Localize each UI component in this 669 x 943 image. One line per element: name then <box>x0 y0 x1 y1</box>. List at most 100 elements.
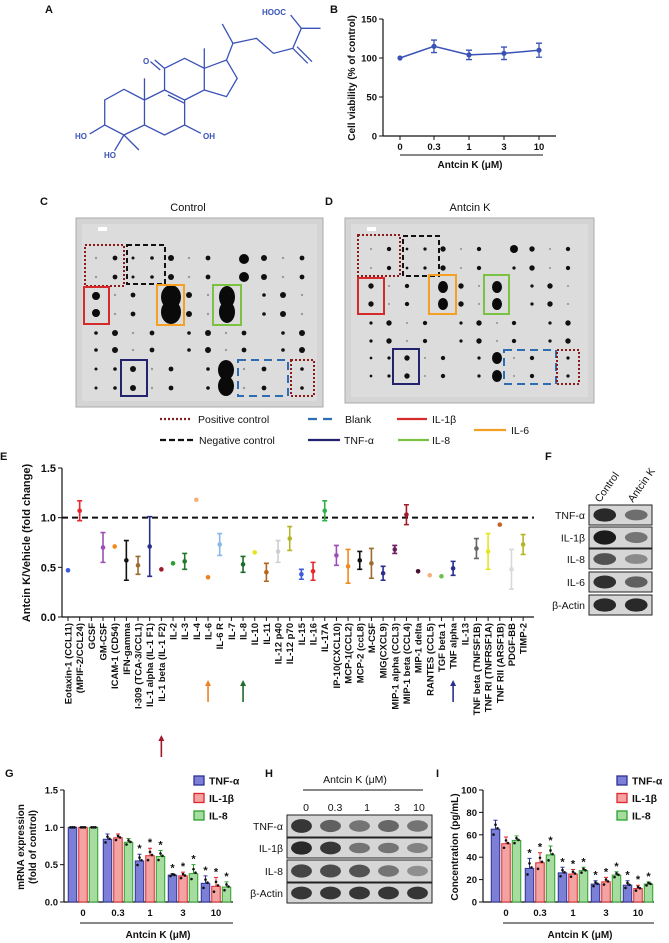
x-tick-label: 10 <box>534 142 545 153</box>
array-spot <box>548 247 552 251</box>
array-spot <box>495 339 499 343</box>
bar <box>557 872 568 903</box>
x-tick-label: 1 <box>570 908 576 919</box>
bar <box>78 826 88 903</box>
data-point <box>392 547 398 552</box>
legend-label: IL-1β <box>209 793 235 805</box>
array-spot <box>150 367 154 371</box>
array-spot <box>529 355 535 361</box>
replicate-point <box>69 826 72 829</box>
significance-asterisk: * <box>191 854 196 866</box>
replicate-point <box>504 839 508 842</box>
array-spot <box>187 256 191 260</box>
array-spot <box>242 386 246 390</box>
y-tick-label: 50 <box>366 93 377 104</box>
strong-spot <box>438 298 448 310</box>
x-tick-label: IL-6 R <box>215 623 226 650</box>
significance-asterisk: * <box>636 874 641 886</box>
x-tick-label: IL-1 beta (IL-1 F2) <box>157 623 168 702</box>
y-axis-label: Antcin K/Vehicle (fold change) <box>21 464 33 623</box>
y-tick-label: 80 <box>466 808 477 819</box>
array-spot <box>150 256 154 260</box>
replicate-point <box>594 881 597 884</box>
array-spot <box>387 356 391 360</box>
replicate-point <box>223 888 226 892</box>
protein-band <box>349 886 370 900</box>
bar <box>178 875 188 903</box>
arrow-head-icon <box>158 735 165 741</box>
array-spot <box>300 312 304 316</box>
protein-band <box>320 864 341 878</box>
array-spot <box>458 301 464 307</box>
array-spot <box>566 374 570 378</box>
replicate-point <box>645 884 648 887</box>
data-point <box>135 563 141 568</box>
protein-band <box>378 820 399 832</box>
label-ketone-o: O <box>143 57 149 66</box>
data-point <box>287 536 293 541</box>
protein-band <box>407 842 428 854</box>
protein-band <box>624 532 648 543</box>
replicate-point <box>140 858 143 862</box>
replicate-point <box>181 872 185 876</box>
replicate-point <box>108 837 111 841</box>
array-spot <box>94 367 98 371</box>
y-tick-label: 60 <box>466 830 477 841</box>
blank-box <box>237 359 289 397</box>
array-spot <box>422 320 428 326</box>
x-tick-label: MCP-2 (ccL8) <box>355 623 366 683</box>
replicate-point <box>563 871 566 874</box>
lane-label: 0 <box>303 802 309 814</box>
x-tick-label: MIP-1 beta (CCL4) <box>402 623 413 704</box>
x-tick-label: IL-11 <box>262 622 273 644</box>
legend-label: TNF-α <box>209 776 240 788</box>
data-point <box>77 508 82 514</box>
x-tick-label: M-CSF <box>367 623 378 653</box>
x-tick-label: 3 <box>603 908 608 919</box>
array-legend: Positive control Negative control Blank … <box>160 414 529 447</box>
array-spot <box>405 339 409 343</box>
array-spot <box>241 330 247 336</box>
replicate-point <box>161 854 164 858</box>
y-tick-label: 0.0 <box>41 612 56 624</box>
data-point <box>159 567 164 572</box>
protein-band <box>320 841 341 855</box>
panel-label-d: D <box>325 196 333 208</box>
strong-spot <box>239 254 249 264</box>
blot-row-label: TNF-α <box>253 821 283 833</box>
replicate-point <box>92 826 95 829</box>
array-spot <box>477 356 481 360</box>
array-spot <box>387 374 391 378</box>
cytokine-array-control <box>75 217 324 408</box>
data-point <box>474 546 479 551</box>
array-spot <box>281 256 285 260</box>
replicate-point <box>559 874 562 878</box>
array-spot <box>566 356 570 360</box>
replicate-point <box>190 877 193 881</box>
legend-label: IL-8 <box>632 811 651 823</box>
significance-asterisk: * <box>158 839 163 851</box>
array-spot <box>262 312 266 316</box>
replicate-point <box>179 876 183 880</box>
x-tick-label: ICAM-1 (CD54) <box>110 623 121 689</box>
data-point <box>369 561 374 566</box>
replicate-point <box>81 826 85 829</box>
y-tick-label: 0.0 <box>45 898 58 909</box>
array-spot <box>168 385 174 391</box>
array-spot <box>530 284 534 288</box>
x-tick-label: MIG(CXCL9) <box>379 623 390 678</box>
blot-strip <box>286 837 433 859</box>
array-spot <box>547 301 553 307</box>
strong-spot <box>492 298 502 310</box>
array-spot <box>281 331 285 335</box>
replicate-point <box>216 884 220 887</box>
replicate-point <box>138 856 141 859</box>
replicate-point <box>582 867 585 871</box>
replicate-point <box>513 841 516 845</box>
array-spot <box>566 284 570 288</box>
array-spot <box>459 321 463 325</box>
array-spot <box>387 284 391 288</box>
data-point <box>217 542 223 547</box>
replicate-point <box>106 835 109 838</box>
array-spot <box>565 265 571 271</box>
